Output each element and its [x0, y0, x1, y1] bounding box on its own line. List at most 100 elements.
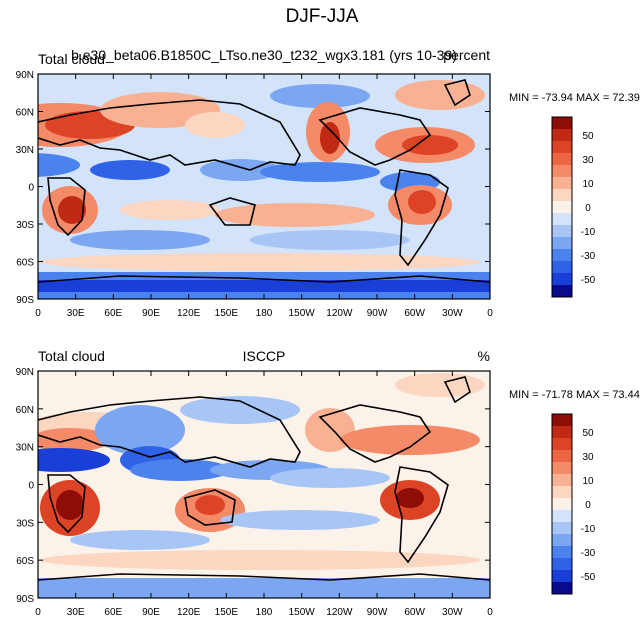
x-tick-label: 60W — [404, 607, 425, 618]
panel-a-left-title: Total cloud — [38, 51, 105, 67]
colorbar-label: -50 — [581, 275, 596, 286]
x-tick-label: 180 — [256, 308, 273, 319]
colorbar-swatch — [552, 498, 572, 511]
x-tick-label: 60W — [404, 308, 425, 319]
colorbar-swatch — [552, 141, 572, 154]
panel-model: Total cloud b.e30_beta06.B1850C_LTso.ne3… — [16, 47, 640, 319]
colorbar-swatch — [552, 450, 572, 463]
x-tick-label: 30W — [442, 308, 463, 319]
y-tick-label: 30S — [16, 518, 34, 529]
y-tick-label: 90S — [16, 594, 34, 605]
y-tick-label: 60N — [16, 108, 34, 119]
panel-b-colorbar: 50 30 10 0 -10 -30 -50 — [551, 413, 596, 595]
colorbar-swatch — [552, 129, 572, 142]
page-title: DJF-JJA — [286, 6, 359, 27]
x-tick-label: 150W — [289, 607, 316, 618]
colorbar-swatch — [552, 486, 572, 499]
colorbar-label: -30 — [581, 251, 596, 262]
colorbar-label: 0 — [585, 203, 591, 214]
colorbar-swatch — [552, 462, 572, 475]
colorbar-swatch — [552, 474, 572, 487]
x-tick-label: 150W — [289, 308, 316, 319]
panel-obs: Total cloud ISCCP % MIN = -71.78 MAX = 7… — [16, 348, 640, 618]
colorbar-label: 50 — [582, 131, 594, 142]
panel-a-units: percent — [443, 47, 490, 63]
colorbar-swatch — [552, 558, 572, 571]
colorbar-swatch — [552, 177, 572, 190]
panel-a-coastlines — [38, 79, 490, 283]
colorbar-frame — [551, 413, 573, 595]
x-tick-label: 0 — [487, 607, 493, 618]
x-tick-label: 120W — [326, 308, 353, 319]
panel-b-axes: 0 30E 60E 90E 120E 150E 180 150W 120W 90W 60W 30W 09… — [16, 367, 494, 618]
colorbar-swatch — [552, 570, 572, 583]
x-tick-label: 120E — [177, 308, 201, 319]
y-tick-label: 30S — [16, 220, 34, 231]
x-tick-label: 180 — [256, 607, 273, 618]
colorbar-label: -10 — [581, 227, 596, 238]
colorbar-swatch — [552, 237, 572, 250]
colorbar-swatch — [552, 153, 572, 166]
panel-a-colorbar: 50 30 10 0 -10 -30 -50 — [551, 116, 596, 298]
colorbar-swatch — [552, 189, 572, 202]
panel-a-case-title: b.e30_beta06.B1850C_LTso.ne30_t232_wgx3.… — [71, 47, 457, 63]
colorbar-label: 10 — [582, 476, 594, 487]
colorbar-label: 30 — [582, 155, 594, 166]
y-tick-label: 30N — [16, 145, 34, 156]
colorbar-swatch — [552, 438, 572, 451]
x-tick-label: 0 — [35, 308, 41, 319]
x-tick-label: 90E — [142, 308, 160, 319]
panel-a-axes: 0 30E 60E 90E 120E 150E 180 150W 120W 90W 60W 30W 09… — [16, 70, 494, 319]
x-tick-label: 90W — [367, 607, 388, 618]
y-tick-label: 90N — [16, 367, 34, 378]
colorbar-swatch — [552, 225, 572, 238]
x-tick-label: 60E — [104, 308, 122, 319]
panel-b-minmax: MIN = -71.78 MAX = 73.44 — [509, 389, 640, 401]
y-tick-label: 60S — [16, 258, 34, 269]
colorbar-label: 30 — [582, 452, 594, 463]
x-tick-label: 150E — [215, 308, 239, 319]
x-tick-label: 0 — [35, 607, 41, 618]
x-tick-label: 0 — [487, 308, 493, 319]
panel-b-units: % — [478, 348, 490, 364]
colorbar-swatch — [552, 534, 572, 547]
y-tick-label: 90N — [16, 70, 34, 81]
y-tick-label: 0 — [28, 481, 34, 492]
y-tick-label: 30N — [16, 443, 34, 454]
panel-b-coastlines — [38, 376, 490, 581]
colorbar-swatch — [552, 201, 572, 214]
colorbar-swatch — [552, 261, 572, 274]
colorbar-label: 0 — [585, 500, 591, 511]
colorbar-label: -30 — [581, 548, 596, 559]
panel-b-obs-title: ISCCP — [243, 348, 286, 364]
colorbar-swatch — [552, 582, 572, 595]
colorbar-label: 50 — [582, 428, 594, 439]
colorbar-label: -50 — [581, 572, 596, 583]
x-tick-label: 90W — [367, 308, 388, 319]
x-tick-label: 30E — [67, 607, 85, 618]
colorbar-label: 10 — [582, 179, 594, 190]
colorbar-swatch — [552, 285, 572, 298]
panel-b-left-title: Total cloud — [38, 348, 105, 364]
colorbar-swatch — [552, 522, 572, 535]
colorbar-label: -10 — [581, 524, 596, 535]
x-tick-label: 150E — [215, 607, 239, 618]
panel-a-minmax: MIN = -73.94 MAX = 72.39 — [509, 92, 640, 104]
y-tick-label: 0 — [28, 183, 34, 194]
colorbar-swatch — [552, 414, 572, 427]
x-tick-label: 120E — [177, 607, 201, 618]
colorbar-swatch — [552, 213, 572, 226]
y-tick-label: 60N — [16, 405, 34, 416]
y-tick-label: 90S — [16, 295, 34, 306]
panel-b-field — [38, 371, 490, 598]
colorbar-swatch — [552, 165, 572, 178]
panel-a-field — [38, 74, 490, 299]
colorbar-frame — [551, 116, 573, 298]
colorbar-swatch — [552, 546, 572, 559]
colorbar-swatch — [552, 426, 572, 439]
x-tick-label: 90E — [142, 607, 160, 618]
colorbar-swatch — [552, 510, 572, 523]
y-tick-label: 60S — [16, 556, 34, 567]
x-tick-label: 30W — [442, 607, 463, 618]
